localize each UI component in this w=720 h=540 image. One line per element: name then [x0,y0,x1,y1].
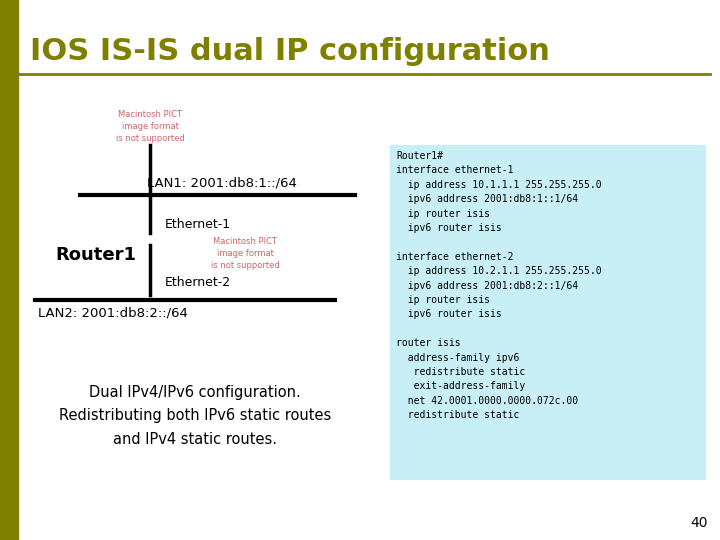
Text: 40: 40 [690,516,708,530]
Text: Dual IPv4/IPv6 configuration.
Redistributing both IPv6 static routes
and IPv4 st: Dual IPv4/IPv6 configuration. Redistribu… [59,385,331,447]
Text: Router1#
interface ethernet-1
  ip address 10.1.1.1 255.255.255.0
  ipv6 address: Router1# interface ethernet-1 ip address… [396,151,602,420]
Text: Ethernet-2: Ethernet-2 [165,276,231,289]
Bar [0,0,18,540]
FancyBboxPatch shape [390,145,706,480]
Text: IOS IS-IS dual IP configuration: IOS IS-IS dual IP configuration [30,37,550,66]
Text: Router1: Router1 [55,246,136,264]
Text: LAN2: 2001:db8:2::/64: LAN2: 2001:db8:2::/64 [38,306,188,319]
Text: Macintosh PICT
image format
is not supported: Macintosh PICT image format is not suppo… [211,237,279,269]
Text: Macintosh PICT
image format
is not supported: Macintosh PICT image format is not suppo… [116,110,184,143]
Text: LAN1: 2001:db8:1::/64: LAN1: 2001:db8:1::/64 [147,177,297,190]
Text: Ethernet-1: Ethernet-1 [165,219,231,232]
